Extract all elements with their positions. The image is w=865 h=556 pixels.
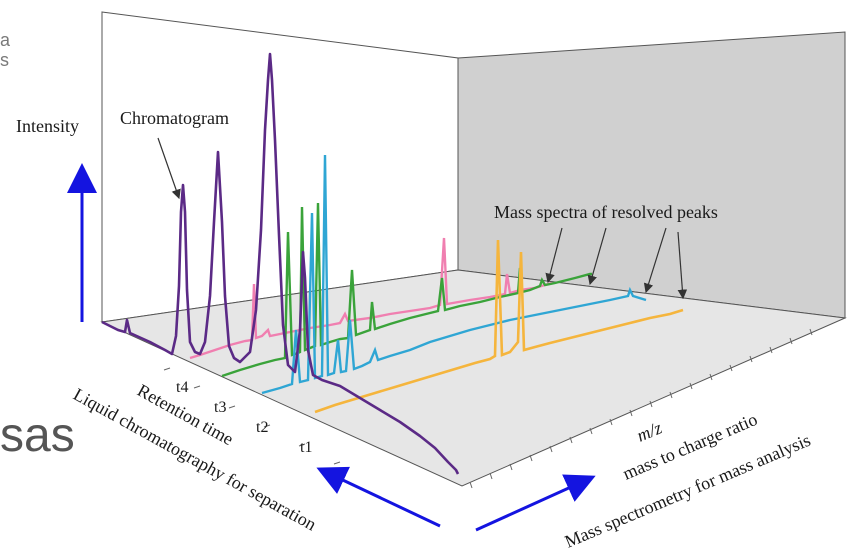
ms-direction-arrow bbox=[475, 474, 596, 532]
mass-spectra-label: Mass spectra of resolved peaks bbox=[494, 202, 718, 222]
floor-plane bbox=[100, 269, 847, 487]
time-tick-t3: t3 bbox=[214, 399, 226, 416]
chromatogram-pointer bbox=[157, 137, 181, 200]
spectrum-trace-orange bbox=[314, 239, 684, 414]
mass-spectra-pointer-2 bbox=[587, 227, 607, 286]
chromatogram-label: Chromatogram bbox=[120, 108, 229, 128]
background-fragment-top: a s bbox=[0, 30, 10, 70]
mass-spectra-pointer-1 bbox=[545, 227, 563, 284]
mz-label: m/z bbox=[634, 417, 665, 445]
mass-spectra-pointer-4 bbox=[677, 231, 688, 300]
time-axis-ticks bbox=[163, 367, 341, 465]
mz-axis-ticks bbox=[469, 328, 813, 489]
time-tick-t4: t4 bbox=[176, 379, 188, 396]
background-fragment-big: sas bbox=[0, 409, 75, 462]
fragment-line-1: a bbox=[0, 30, 11, 50]
time-tick-t1: t1 bbox=[300, 439, 312, 456]
time-tick-t2: t2 bbox=[256, 419, 268, 436]
spectrum-trace-blue bbox=[261, 154, 647, 395]
lc-separation-label: Liquid chromatography for separation bbox=[70, 384, 320, 535]
fragment-line-2: s bbox=[0, 50, 9, 70]
mass-spectra-pointer-3 bbox=[643, 227, 667, 294]
intensity-label: Intensity bbox=[16, 116, 79, 136]
chromatogram-trace bbox=[101, 52, 460, 475]
lc-direction-arrow bbox=[316, 466, 441, 528]
